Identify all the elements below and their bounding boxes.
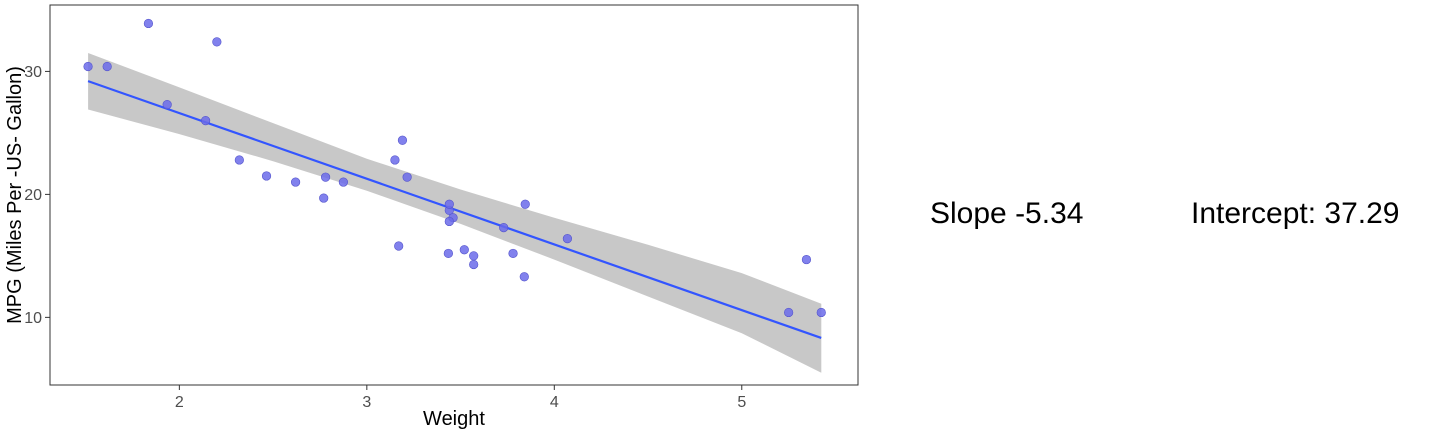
y-tick-label: 20	[24, 187, 42, 204]
data-point	[102, 61, 112, 72]
y-axis: 10 20 30	[24, 64, 50, 327]
data-point	[320, 172, 331, 182]
data-point	[499, 222, 509, 233]
data-point	[562, 234, 573, 244]
data-point	[143, 18, 154, 29]
data-point	[784, 307, 794, 318]
x-tick-label: 4	[550, 394, 559, 411]
data-point	[390, 155, 400, 165]
x-tick-label: 5	[737, 394, 746, 411]
data-point	[444, 216, 454, 227]
y-axis-title: MPG (Miles Per -US- Gallon)	[4, 66, 26, 324]
confidence-band-layer	[88, 53, 822, 373]
x-tick-label: 2	[175, 394, 184, 411]
data-point	[212, 37, 222, 47]
y-tick-label: 30	[24, 64, 42, 81]
scatter-plot: 2 3 4 5 10 20 30 Weight MPG (Miles Per -US- G…	[4, 4, 859, 430]
data-point	[261, 171, 272, 181]
data-point	[459, 245, 469, 255]
points-layer	[83, 18, 826, 318]
x-tick-label: 3	[362, 394, 371, 411]
data-point	[801, 254, 812, 265]
data-point	[83, 61, 93, 72]
data-point	[519, 272, 529, 282]
data-point	[469, 251, 479, 261]
data-point	[201, 115, 211, 126]
regression-line-layer	[87, 80, 822, 339]
data-point	[290, 177, 301, 187]
data-point	[402, 172, 412, 182]
intercept-label: Intercept: 37.29	[1191, 197, 1400, 230]
slope-label: Slope -5.34	[930, 197, 1084, 230]
data-point	[338, 177, 348, 187]
data-point	[319, 193, 329, 203]
data-point	[520, 199, 530, 209]
data-point	[397, 135, 408, 145]
regression-line	[87, 80, 822, 339]
data-point	[816, 307, 826, 318]
data-point	[394, 241, 404, 251]
confidence-band	[88, 53, 822, 373]
x-axis: 2 3 4 5	[175, 385, 746, 411]
data-point	[443, 248, 453, 259]
data-point	[469, 259, 479, 270]
data-point	[234, 155, 244, 165]
data-point	[162, 100, 172, 110]
y-tick-label: 10	[24, 310, 42, 327]
plot-panel-border	[49, 4, 859, 386]
data-point	[444, 199, 454, 209]
x-axis-title: Weight	[423, 408, 485, 430]
data-point	[508, 248, 518, 259]
